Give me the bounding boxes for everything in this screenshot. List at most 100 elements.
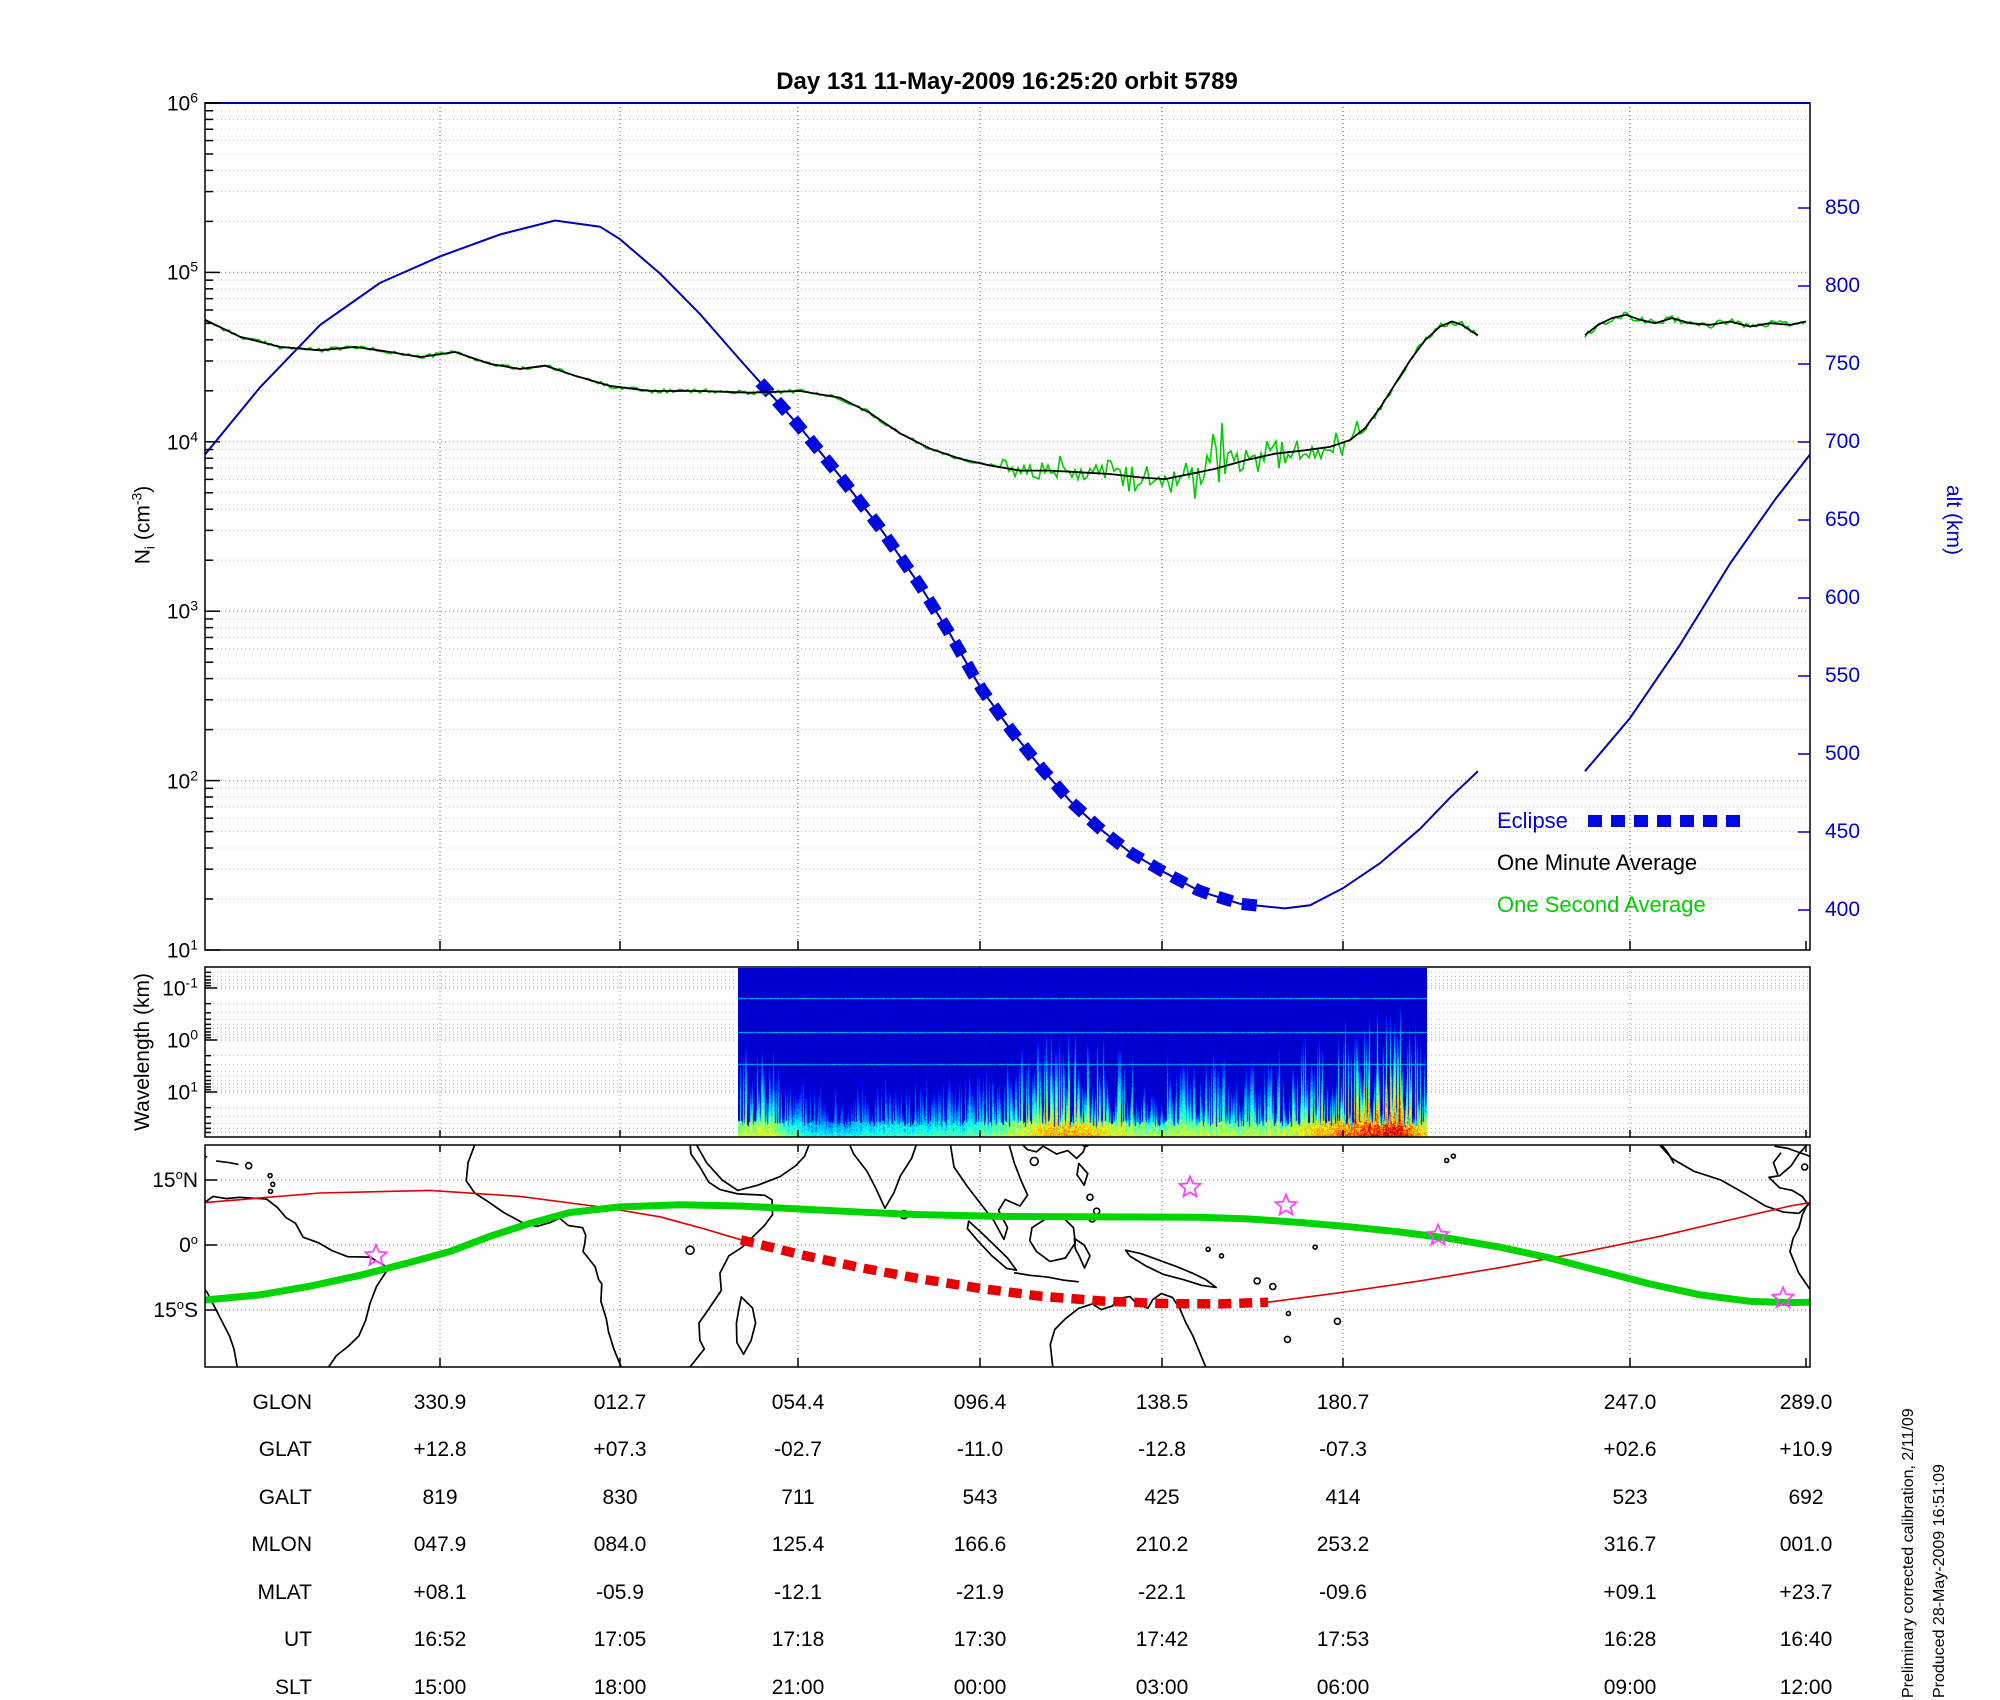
table-row-label-ut: UT [284,1628,312,1651]
table-cell-galt-7: 692 [1788,1486,1824,1509]
spectrogram-image [738,968,1427,1137]
map-lat-label: 15oS [153,1296,198,1322]
island [244,1161,253,1170]
coastline [51,1139,69,1164]
density-tick-label: 106 [166,89,198,116]
table-cell-glon-7: 289.0 [1779,1391,1833,1414]
table-cell-galt-3: 543 [962,1486,998,1509]
island [1092,1207,1101,1216]
table-row-label-glon: GLON [252,1391,312,1414]
table-cell-ut-7: 16:40 [1779,1628,1833,1651]
table-cell-ut-4: 17:42 [1135,1628,1189,1651]
density-tick-label: 104 [166,428,198,455]
legend-label-one-second: One Second Average [1497,892,1706,917]
coastline [1028,1214,1077,1263]
table-cell-glon-0: 330.9 [413,1391,467,1414]
table-cell-galt-1: 830 [602,1486,638,1509]
legend: Eclipse One Minute Average One Second Av… [1497,800,1740,926]
table-cell-mlat-7: +23.7 [1779,1581,1833,1604]
coastline [216,1160,239,1166]
wavelength-tick-label: 100 [166,1026,198,1053]
island [269,1181,276,1188]
legend-item-one-second: One Second Average [1497,884,1740,926]
table-cell-glat-3: -11.0 [956,1438,1004,1461]
coastline [205,1195,390,1367]
density-axis-label: Ni (cm-3) [128,485,158,565]
island [1873,1174,1877,1178]
altitude-tick-label: 850 [1825,196,1861,219]
table-cell-slt-3: 00:00 [953,1676,1007,1699]
eclipse-dash-swatch [1587,815,1740,827]
island [1268,1282,1277,1291]
table-cell-galt-4: 425 [1144,1486,1180,1509]
coastline [1124,1249,1217,1289]
altitude-axis-label: alt (km) [1942,485,1965,555]
island [1285,1310,1292,1317]
coastline [735,1296,757,1356]
density-tick-label: 101 [166,936,198,963]
table-cell-slt-6: 09:00 [1603,1676,1657,1699]
table-cell-mlon-4: 210.2 [1135,1533,1189,1556]
table-cell-mlat-5: -09.6 [1319,1581,1367,1604]
table-cell-glon-3: 096.4 [953,1391,1007,1414]
coastline [1021,1145,1087,1160]
table-cell-slt-5: 06:00 [1316,1676,1370,1699]
coastline [465,1145,774,1367]
table-row-label-slt: SLT [275,1676,312,1699]
table-cell-ut-0: 16:52 [413,1628,467,1651]
table-cell-glon-5: 180.7 [1316,1391,1370,1414]
table-cell-mlon-2: 125.4 [771,1533,825,1556]
table-cell-mlon-3: 166.6 [953,1533,1007,1556]
coastline [1789,1201,1810,1291]
coastline [966,1220,1018,1271]
table-cell-slt-2: 21:00 [771,1676,825,1699]
table-cell-glon-2: 054.4 [771,1391,825,1414]
table-cell-glon-4: 138.5 [1135,1391,1189,1414]
table-row-label-mlat: MLAT [257,1581,312,1604]
table-cell-glat-5: -07.3 [1319,1438,1367,1461]
island [1800,1163,1809,1171]
table-cell-glat-2: -02.7 [774,1438,822,1461]
coastline [1076,1162,1089,1187]
table-row-label-glat: GLAT [258,1438,312,1461]
table-cell-glat-1: +07.3 [593,1438,647,1461]
table-cell-glat-7: +10.9 [1779,1438,1833,1461]
table-cell-mlon-0: 047.9 [413,1533,467,1556]
coastline [1014,1271,1079,1283]
table-cell-mlat-4: -22.1 [1138,1581,1186,1604]
table-cell-slt-0: 15:00 [413,1676,467,1699]
one-second-average-curve [205,319,1478,499]
table-row-label-mlon: MLON [251,1533,312,1556]
ground-track-green [205,1201,1810,1307]
map-lat-label: 15oN [152,1167,198,1192]
production-note-line2: Produced 28-May-2009 16:51:09 [1931,1464,1948,1698]
table-cell-ut-5: 17:53 [1316,1628,1370,1651]
altitude-tick-label: 750 [1825,352,1861,375]
altitude-tick-label: 600 [1825,586,1861,609]
altitude-curve [1584,453,1810,772]
altitude-tick-label: 450 [1825,820,1861,843]
table-cell-glon-1: 012.7 [593,1391,647,1414]
table-cell-glon-6: 247.0 [1603,1391,1657,1414]
island [267,1188,274,1195]
coastline [949,1145,1029,1241]
altitude-tick-label: 550 [1825,664,1861,687]
table-cell-slt-4: 03:00 [1135,1676,1189,1699]
table-cell-ut-1: 17:05 [593,1628,647,1651]
legend-label-one-minute: One Minute Average [1497,850,1698,875]
island [1333,1317,1342,1326]
coastline [1772,1152,1782,1176]
island [1450,1153,1457,1159]
altitude-tick-label: 800 [1825,274,1861,297]
table-cell-galt-6: 523 [1612,1486,1648,1509]
legend-label-eclipse: Eclipse [1497,808,1568,833]
legend-item-eclipse: Eclipse [1497,800,1740,842]
coastline [205,1155,208,1158]
altitude-tick-label: 400 [1825,898,1861,921]
density-tick-label: 102 [166,767,198,794]
table-cell-glat-0: +12.8 [413,1438,467,1461]
density-tick-label: 103 [166,597,198,624]
coastline [1073,1237,1091,1269]
ground-station-star [363,1242,389,1267]
